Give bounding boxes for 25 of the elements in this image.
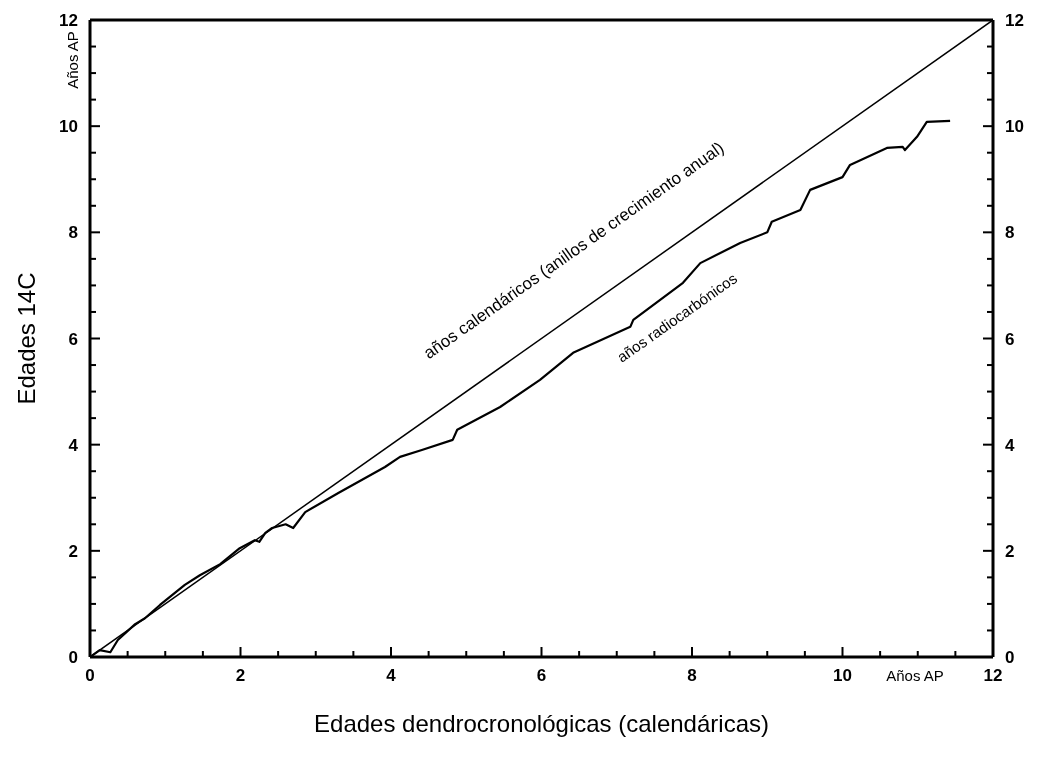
y2-tick-label: 12	[1005, 11, 1024, 30]
y-tick-label: 8	[68, 223, 78, 243]
x-tick-label: 12	[983, 666, 1003, 685]
y2-tick-label: 0	[1005, 648, 1015, 667]
x-tick-label: 4	[386, 666, 397, 685]
y2-tick-label: 6	[1005, 329, 1015, 349]
y-tick-label: 10	[59, 117, 78, 137]
y2-tick-label: 10	[1005, 117, 1024, 137]
y-tick-label: 0	[68, 648, 78, 667]
text: Años AP	[64, 31, 81, 89]
y-tick-label: 6	[68, 329, 78, 349]
y-tick-label: 4	[68, 435, 79, 455]
y2-tick-label: 2	[1005, 541, 1015, 561]
x-axis-title: Edades dendrocronológicas (calendáricas)	[314, 710, 769, 737]
y-tick-label: 2	[68, 541, 78, 561]
text: Años AP	[886, 667, 944, 684]
x-tick-label: 8	[687, 666, 697, 685]
y2-tick-label: 8	[1005, 223, 1015, 243]
x-tick-label: 6	[536, 666, 547, 685]
x-tick-label: 2	[235, 666, 246, 685]
y-axis-title: Edades 14C	[13, 272, 40, 405]
x-tick-label: 0	[85, 666, 95, 685]
y2-tick-label: 4	[1005, 435, 1015, 455]
x-tick-label: 10	[833, 666, 852, 685]
y-tick-label: 12	[59, 11, 78, 30]
